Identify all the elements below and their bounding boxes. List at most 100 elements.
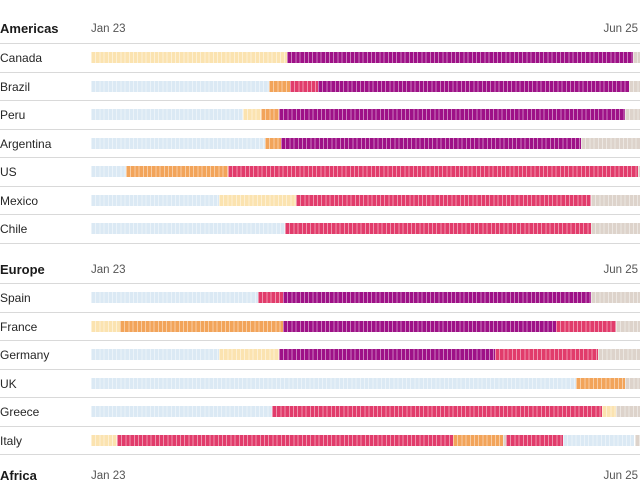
timeline-segment [272,406,602,417]
timeline-segment [91,137,265,149]
timeline-segment [453,434,503,446]
timeline-row: France [0,311,640,341]
timeline-segment [590,194,640,206]
timeline-bar [91,137,640,149]
timeline-row: Canada [0,43,640,72]
timeline-segment [590,292,640,303]
timeline-bar [91,109,640,120]
timeline-segment [242,109,262,120]
timeline-segment [91,52,287,63]
timeline-segment [581,137,640,149]
row-label: Italy [0,433,23,448]
timeline-segment [638,166,640,177]
row-label: France [0,319,38,334]
axis-start-label: Jan 23 [91,264,126,276]
timeline-segment [629,80,640,92]
timeline-segment [116,434,454,446]
timeline-bar [91,52,640,63]
row-label: UK [0,376,17,391]
timeline-segment [601,406,617,417]
timeline-bar [91,292,640,303]
timeline-segment [634,434,640,446]
timeline-bar [91,223,640,234]
timeline-segment [284,223,591,234]
timeline-segment [283,292,591,303]
timeline-segment [279,349,496,360]
row-label: Greece [0,405,40,419]
timeline-bar [91,80,640,92]
timeline-segment [91,349,220,360]
timeline-segment [502,434,507,446]
timeline-segment [120,320,284,332]
timeline-segment [283,320,556,332]
timeline-bar [91,166,640,177]
timeline-segment [91,406,273,417]
timeline-bar [91,349,640,360]
timeline-segment [597,349,640,360]
timeline-row: Spain [0,283,640,312]
timeline-bar [91,320,640,332]
timeline-segment [625,377,640,389]
timeline-row: Brazil [0,71,640,101]
timeline-segment [219,349,280,360]
timeline-segment [219,194,296,206]
section-title: Africa [0,468,37,483]
timeline-segment [317,80,629,92]
timeline-segment [632,52,640,63]
timeline-segment [279,109,626,120]
timeline-segment [91,292,258,303]
timeline-segment [625,109,640,120]
axis-start-label: Jan 23 [91,470,126,482]
timeline-segment [590,223,640,234]
row-label: Germany [0,348,50,362]
timeline-bar [91,194,640,206]
timeline-segment [295,194,591,206]
timeline-segment [125,166,229,177]
timeline-segment [91,434,117,446]
axis-end-label: Jun 25 [603,470,638,482]
axis-end-label: Jun 25 [603,23,638,35]
timeline-segment [563,434,635,446]
row-label: Chile [0,222,28,236]
timeline-segment [91,166,126,177]
timeline-segment [91,320,121,332]
timeline-segment [257,292,284,303]
timeline-segment [506,434,564,446]
timeline-row: US [0,157,640,186]
timeline-row: Chile [0,214,640,244]
timeline-row: Mexico [0,185,640,215]
row-label: Spain [0,291,31,305]
timeline-segment [555,320,617,332]
timeline-segment [264,137,282,149]
axis-start-label: Jan 23 [91,23,126,35]
timeline-segment [261,109,280,120]
timeline-bar [91,377,640,389]
timeline-segment [91,109,243,120]
row-label: US [0,165,17,179]
timeline-segment [616,406,640,417]
timeline-row: Peru [0,100,640,129]
timeline-segment [91,194,220,206]
section-title: Americas [0,21,59,36]
timeline-segment [495,349,598,360]
timeline-segment [91,223,285,234]
row-label: Brazil [0,79,31,94]
timeline-bar [91,406,640,417]
row-label: Mexico [0,193,39,208]
axis-end-label: Jun 25 [603,264,638,276]
timeline-row: Italy [0,425,640,455]
section-title: Europe [0,262,45,277]
timeline-segment [268,80,291,92]
row-label: Canada [0,51,43,65]
timeline-rows: Canada Brazil Peru Argentina US Mexico Chile [0,43,640,244]
timeline-segment [228,166,639,177]
timeline-segment [281,137,582,149]
timeline-row: Germany [0,340,640,369]
row-label: Peru [0,108,26,122]
timeline-row: Greece [0,397,640,426]
row-label: Argentina [0,136,52,151]
timeline-row: Argentina [0,128,640,158]
timeline-segment [91,377,576,389]
timeline-bar [91,434,640,446]
timeline-segment [575,377,626,389]
